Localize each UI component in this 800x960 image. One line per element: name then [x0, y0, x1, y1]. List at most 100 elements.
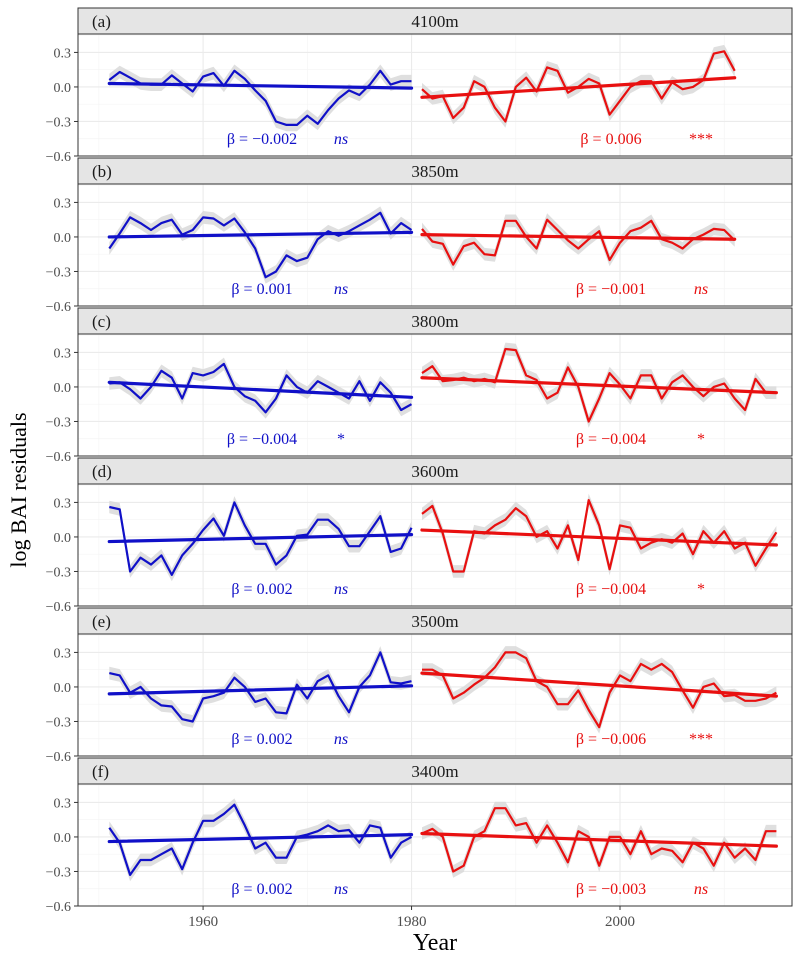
panel-letter: (d)	[92, 462, 112, 481]
panel-letter: (b)	[92, 162, 112, 181]
panel-3850m: (b) 3850m 0.3 0.0 −0.3 −0.6 β = 0.001 ns β = −0.…	[46, 157, 793, 315]
late-ribbon	[422, 213, 735, 271]
panel-title: 3850m	[411, 162, 458, 181]
panel-3800m: (c) 3800m 0.3 0.0 −0.3 −0.6 β = −0.004 * β = −0.…	[46, 307, 793, 465]
late-beta-label: β = −0.003	[576, 881, 646, 898]
early-beta-label: β = −0.002	[227, 131, 297, 148]
plot-border	[77, 483, 793, 607]
plot-area	[78, 634, 792, 756]
early-significance-label: ns	[334, 731, 348, 748]
panel-strip	[77, 307, 793, 335]
late-trend-line	[420, 671, 778, 698]
early-beta-label: β = 0.002	[231, 581, 292, 598]
plot-border	[77, 33, 793, 157]
y-tick-label: −0.6	[46, 150, 71, 165]
y-tick-label: −0.6	[46, 600, 71, 615]
y-tick-label: −0.3	[46, 565, 71, 580]
panel-letter: (e)	[92, 612, 111, 631]
early-trend-line	[107, 81, 414, 90]
panel-strip	[77, 757, 793, 785]
y-tick-label: 0.0	[54, 531, 72, 546]
late-beta-label: β = −0.006	[576, 731, 646, 748]
early-significance-label: ns	[334, 881, 348, 898]
early-series-line	[109, 501, 413, 577]
early-significance-label: ns	[334, 131, 348, 148]
late-ribbon	[422, 342, 777, 428]
panel-title: 3800m	[411, 312, 458, 331]
y-tick-label: 0.3	[54, 196, 72, 211]
late-series-line	[421, 218, 736, 266]
late-beta-label: β = −0.004	[576, 581, 646, 598]
late-significance-label: ***	[689, 131, 713, 148]
plot-area	[78, 784, 792, 906]
plot-border	[77, 633, 793, 757]
panel-3600m: (d) 3600m 0.3 0.0 −0.3 −0.6 β = 0.002 ns β = −0.…	[46, 457, 793, 615]
shared-axes: log BAI residuals Year	[6, 412, 457, 956]
panel-letter: (c)	[92, 312, 111, 331]
y-tick-label: 0.3	[54, 796, 72, 811]
panel-title: 4100m	[411, 12, 458, 31]
late-trend-line	[420, 528, 778, 547]
late-significance-label: *	[697, 581, 705, 598]
early-trend-line	[107, 533, 414, 544]
late-ribbon	[422, 801, 777, 878]
early-trend-line	[107, 230, 414, 239]
late-ribbon	[422, 646, 777, 734]
early-beta-label: β = 0.002	[231, 731, 292, 748]
early-beta-label: β = −0.004	[227, 431, 297, 448]
early-series-line	[109, 651, 412, 723]
y-tick-label: −0.3	[46, 115, 71, 130]
panel-letter: (f)	[92, 762, 109, 781]
y-tick-label: −0.3	[46, 415, 71, 430]
early-ribbon	[109, 64, 412, 132]
y-tick-label: 0.3	[54, 46, 72, 61]
y-tick-label: −0.3	[46, 865, 71, 880]
plot-area	[78, 334, 792, 456]
late-series-line	[422, 651, 777, 729]
plot-border	[77, 333, 793, 457]
y-tick-label: −0.6	[46, 750, 71, 765]
y-tick-label: 0.0	[54, 231, 72, 246]
y-tick-label: 0.0	[54, 681, 72, 696]
y-axis-label: log BAI residuals	[6, 412, 31, 567]
late-trend-line	[420, 76, 737, 99]
y-tick-label: −0.3	[46, 715, 71, 730]
early-beta-label: β = 0.001	[231, 281, 292, 298]
late-beta-label: β = −0.004	[576, 431, 646, 448]
panel-4100m: (a) 4100m 0.3 0.0 −0.3 −0.6 β = −0.002 ns β = 0.…	[46, 7, 793, 165]
panel-strip	[77, 157, 793, 185]
panels: (a) 4100m 0.3 0.0 −0.3 −0.6 β = −0.002 ns β = 0.…	[46, 7, 793, 930]
late-significance-label: ns	[694, 281, 708, 298]
y-tick-label: −0.6	[46, 300, 71, 315]
panel-3500m: (e) 3500m 0.3 0.0 −0.3 −0.6 β = 0.002 ns β = −0.…	[46, 607, 793, 765]
y-tick-label: 0.3	[54, 346, 72, 361]
late-significance-label: ***	[689, 731, 713, 748]
panel-title: 3600m	[411, 462, 458, 481]
panel-strip	[77, 607, 793, 635]
panel-title: 3500m	[411, 612, 458, 631]
y-tick-label: −0.6	[46, 450, 71, 465]
late-significance-label: *	[697, 431, 705, 448]
early-beta-label: β = 0.002	[231, 881, 292, 898]
early-significance-label: *	[337, 431, 345, 448]
late-significance-label: ns	[694, 881, 708, 898]
early-significance-label: ns	[334, 581, 348, 598]
plot-border	[77, 183, 793, 307]
late-series-line	[421, 807, 777, 873]
panel-3400m: (f) 3400m 0.3 0.0 −0.3 −0.6 β = 0.002 ns β = −0.…	[46, 757, 793, 930]
early-series-line	[109, 362, 413, 414]
early-trend-line	[107, 833, 414, 844]
panel-title: 3400m	[411, 762, 458, 781]
y-tick-label: 0.3	[54, 496, 72, 511]
x-axis-label: Year	[413, 930, 457, 956]
x-tick-label: 1980	[397, 914, 427, 930]
late-trend-line	[420, 831, 778, 848]
late-beta-label: β = 0.006	[580, 131, 641, 148]
early-significance-label: ns	[334, 281, 348, 298]
early-series-line	[108, 211, 413, 279]
panel-strip	[77, 7, 793, 35]
y-tick-label: −0.3	[46, 265, 71, 280]
early-trend-line	[107, 684, 414, 696]
late-beta-label: β = −0.001	[576, 281, 646, 298]
